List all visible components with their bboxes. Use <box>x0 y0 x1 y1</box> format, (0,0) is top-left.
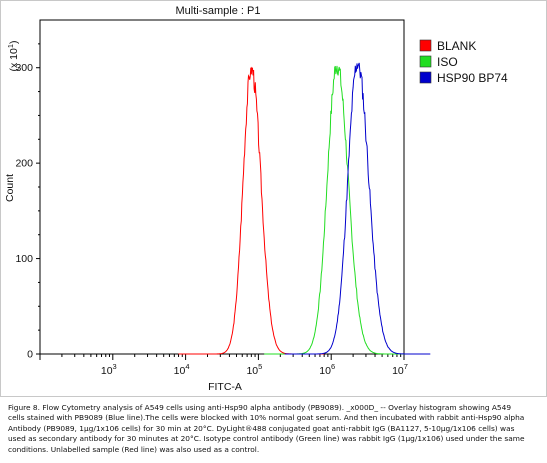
x-tick-label: 103 <box>101 362 117 377</box>
x-tick-label: 107 <box>392 362 408 377</box>
legend-label-blank: BLANK <box>437 39 476 53</box>
flow-cytometry-chart: Multi-sample : P1 (x 101) Count FITC-A 0… <box>4 5 508 393</box>
y-axis-label: Count <box>4 174 16 202</box>
legend-label-hsp90: HSP90 BP74 <box>437 71 508 85</box>
x-tick-label: 106 <box>319 362 335 377</box>
histogram-curves <box>178 62 431 355</box>
x-tick-label: 105 <box>246 362 262 377</box>
y-tick-label: 300 <box>15 62 33 74</box>
y-multiplier-prefix: (x 10 <box>8 48 20 72</box>
y-multiplier-label: (x 101) <box>6 40 20 71</box>
y-multiplier-suffix: ) <box>8 40 20 44</box>
legend-swatch-blank <box>419 39 432 52</box>
x-axis-label: FITC-A <box>208 381 242 393</box>
legend-swatch-iso <box>419 55 432 68</box>
series-line-hsp90-bp74 <box>284 62 431 355</box>
legend-swatch-hsp90 <box>419 71 432 84</box>
x-ticks: 103 104 105 106 107 <box>39 354 408 377</box>
y-ticks: 0 100 200 300 <box>15 43 40 361</box>
y-tick-label: 200 <box>15 158 33 170</box>
legend-label-iso: ISO <box>437 55 458 69</box>
y-multiplier-exponent: 1 <box>6 44 15 48</box>
series-line-blank <box>178 66 325 355</box>
figure-caption: Figure 8. Flow Cytometry analysis of A54… <box>8 403 525 454</box>
legend: BLANK ISO HSP90 BP74 <box>419 39 508 85</box>
series-line-iso <box>264 65 410 355</box>
y-tick-label: 100 <box>15 253 33 265</box>
x-tick-label: 104 <box>174 362 190 377</box>
chart-title: Multi-sample : P1 <box>176 5 261 17</box>
y-tick-label: 0 <box>27 349 33 361</box>
